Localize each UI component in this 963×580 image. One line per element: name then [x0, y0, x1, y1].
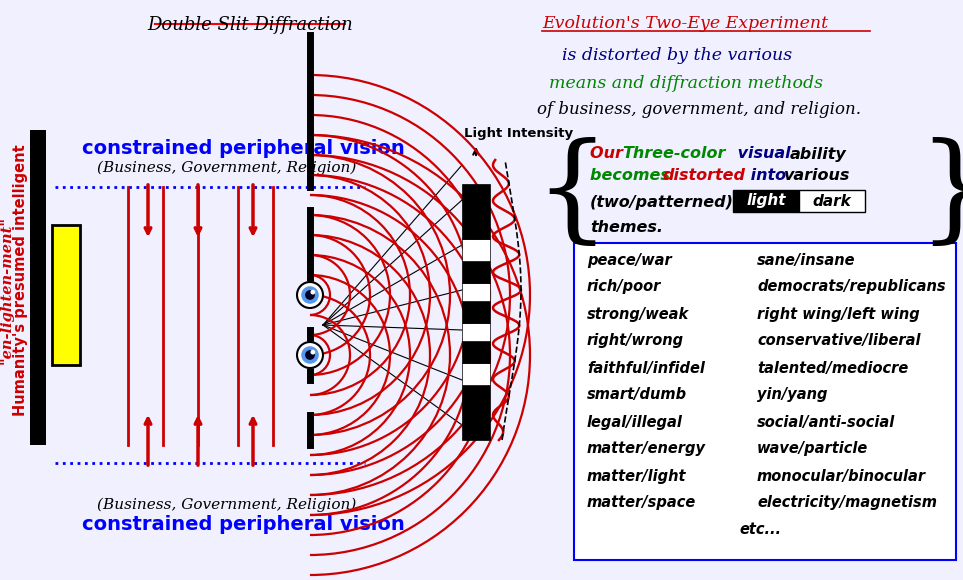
Text: of business, government, and religion.: of business, government, and religion. — [537, 102, 861, 118]
Bar — [462, 385, 490, 440]
Bar — [462, 341, 490, 363]
Circle shape — [311, 350, 315, 354]
Text: means and diffraction methods: means and diffraction methods — [549, 74, 823, 92]
Text: Our: Our — [590, 147, 629, 161]
Text: yin/yang: yin/yang — [757, 387, 827, 403]
Text: various: various — [784, 169, 850, 183]
Circle shape — [306, 291, 314, 299]
Bar — [462, 363, 490, 385]
Text: etc...: etc... — [739, 523, 781, 538]
Text: }: } — [918, 137, 963, 252]
Text: Evolution's Two-Eye Experiment: Evolution's Two-Eye Experiment — [542, 16, 828, 32]
Text: wave/particle: wave/particle — [757, 441, 869, 456]
Circle shape — [302, 287, 318, 303]
Text: (Business, Government, Religion): (Business, Government, Religion) — [97, 498, 356, 512]
Bar — [30, 130, 46, 445]
Text: (two/patterned): (two/patterned) — [590, 194, 734, 209]
Text: matter/space: matter/space — [587, 495, 696, 510]
Text: ability: ability — [790, 147, 846, 161]
Text: {: { — [534, 137, 610, 252]
Text: smart/dumb: smart/dumb — [587, 387, 688, 403]
Text: constrained peripheral vision: constrained peripheral vision — [82, 516, 404, 535]
Text: "en-lighten-ment": "en-lighten-ment" — [0, 216, 14, 364]
Circle shape — [297, 282, 323, 308]
Text: strong/weak: strong/weak — [587, 306, 690, 321]
Text: democrats/republicans: democrats/republicans — [757, 280, 946, 295]
Text: electricity/magnetism: electricity/magnetism — [757, 495, 937, 510]
Bar — [574, 243, 956, 560]
Text: peace/war: peace/war — [587, 252, 672, 267]
Text: legal/illegal: legal/illegal — [587, 415, 683, 430]
Bar — [462, 261, 490, 283]
Text: talented/mediocre: talented/mediocre — [757, 361, 908, 375]
Text: themes.: themes. — [590, 220, 663, 235]
Circle shape — [297, 342, 323, 368]
Circle shape — [311, 291, 315, 294]
Circle shape — [306, 351, 314, 359]
Text: social/anti-social: social/anti-social — [757, 415, 896, 430]
Text: matter/energy: matter/energy — [587, 441, 706, 456]
Text: sane/insane: sane/insane — [757, 252, 855, 267]
Text: visual: visual — [732, 147, 796, 161]
Text: Light Intensity: Light Intensity — [464, 128, 573, 140]
Bar — [462, 283, 490, 301]
Text: is distorted by the various: is distorted by the various — [562, 48, 793, 64]
Circle shape — [302, 347, 318, 363]
Bar — [462, 323, 490, 341]
Text: Double Slit Diffraction: Double Slit Diffraction — [147, 16, 352, 34]
Text: faithful/infidel: faithful/infidel — [587, 361, 705, 375]
Text: into: into — [745, 169, 792, 183]
Text: conservative/liberal: conservative/liberal — [757, 334, 921, 349]
Text: constrained peripheral vision: constrained peripheral vision — [82, 139, 404, 158]
Text: rich/poor: rich/poor — [587, 280, 662, 295]
Text: Humanity's presumed intelligent: Humanity's presumed intelligent — [13, 144, 28, 416]
Text: matter/light: matter/light — [587, 469, 687, 484]
Text: Three-color: Three-color — [622, 147, 725, 161]
Bar — [462, 301, 490, 323]
Text: distorted: distorted — [662, 169, 745, 183]
Bar — [462, 239, 490, 261]
Text: right wing/left wing: right wing/left wing — [757, 306, 920, 321]
Text: becomes: becomes — [590, 169, 675, 183]
Text: light: light — [746, 194, 786, 208]
Bar — [52, 225, 80, 365]
Bar — [462, 184, 490, 239]
Text: monocular/binocular: monocular/binocular — [757, 469, 926, 484]
Text: right/wrong: right/wrong — [587, 334, 684, 349]
Text: dark: dark — [813, 194, 851, 208]
Bar — [733, 190, 799, 212]
Text: (Business, Government, Religion): (Business, Government, Religion) — [97, 161, 356, 175]
Bar — [799, 190, 865, 212]
